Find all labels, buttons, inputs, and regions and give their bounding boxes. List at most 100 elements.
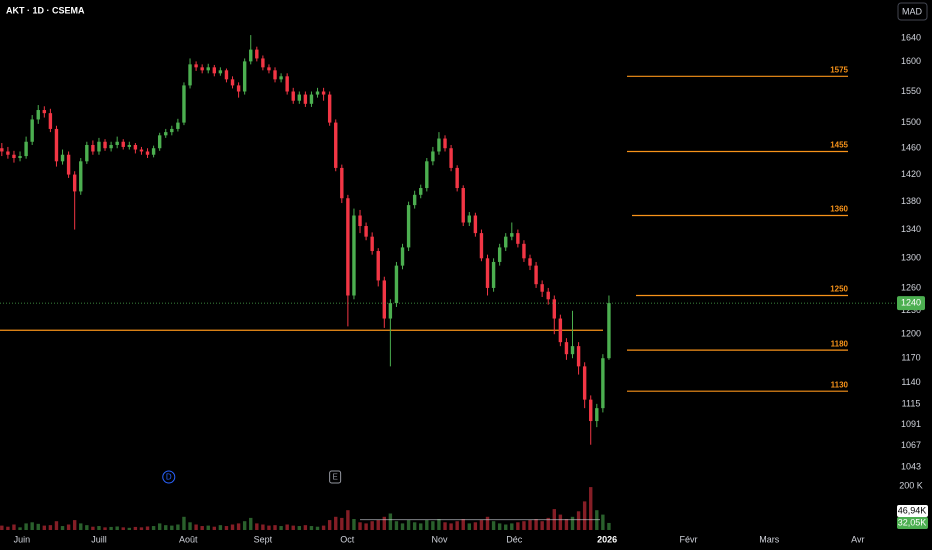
candle-body: [388, 303, 393, 319]
candle-body: [36, 110, 40, 120]
candle-body: [443, 138, 447, 149]
candle-body: [303, 94, 308, 104]
candle-body: [576, 346, 581, 367]
volume-bar: [109, 526, 113, 530]
volume-bar: [242, 521, 247, 530]
candle-body: [352, 215, 356, 296]
x-tick-label: Avr: [851, 534, 864, 544]
candle-body: [309, 94, 314, 104]
candle-body: [522, 243, 526, 259]
candle-body: [297, 94, 302, 101]
volume-bar: [273, 525, 277, 530]
candle-body: [12, 154, 16, 159]
candle-body: [6, 151, 10, 155]
candle-body: [473, 215, 478, 234]
volume-bar: [473, 522, 478, 530]
volume-bar: [388, 513, 393, 530]
volume-bar: [376, 520, 380, 530]
candle-body: [510, 233, 514, 237]
candle-body: [412, 194, 417, 206]
volume-bar: [157, 523, 162, 530]
volume-bar: [479, 520, 484, 530]
volume-bar: [303, 525, 308, 530]
y-tick-label: 1170: [901, 353, 920, 363]
candle-body: [334, 122, 338, 168]
candle-body: [479, 233, 484, 259]
candle-body: [285, 76, 289, 92]
candle-body: [564, 342, 569, 355]
x-tick-label: Févr: [679, 534, 697, 544]
currency-box: [897, 2, 928, 21]
candle-body: [194, 64, 198, 68]
candle-body: [85, 144, 89, 162]
volume-bar: [364, 523, 368, 530]
volume-bar: [170, 525, 174, 530]
x-tick-label: Mars: [759, 534, 779, 544]
candle-body: [206, 67, 210, 71]
chart-title: AKT · 1D · CSEMA: [6, 5, 85, 15]
candle-body: [200, 67, 204, 71]
volume-bar: [0, 525, 4, 530]
y-tick-label: 1600: [901, 56, 921, 66]
candle-body: [115, 141, 119, 145]
candle-body: [249, 49, 253, 62]
candle-body: [552, 299, 556, 319]
x-tick-label: Juin: [14, 534, 31, 544]
candle-body: [103, 141, 107, 149]
candle-body: [570, 346, 575, 355]
candle-body: [0, 148, 4, 152]
candle-body: [176, 122, 180, 129]
candle-body: [382, 280, 387, 319]
candle-body: [437, 138, 441, 152]
candle-body: [42, 110, 47, 114]
level-label: 1455: [830, 141, 848, 150]
volume-bar: [60, 526, 65, 530]
candle-body: [230, 79, 235, 86]
volume-bar: [127, 527, 132, 530]
candle-body: [558, 318, 563, 343]
volume-bar: [576, 511, 581, 530]
candle-body: [491, 261, 496, 288]
candle-body: [540, 284, 544, 292]
y-tick-label: 1380: [901, 196, 921, 206]
y-tick-label: 1340: [901, 224, 921, 234]
volume-bar: [607, 522, 611, 530]
candle-body: [79, 161, 83, 192]
candle-body: [394, 265, 399, 304]
event-label: E: [332, 473, 337, 482]
candle-body: [321, 91, 326, 95]
candle-body: [455, 167, 459, 189]
volume-bar: [406, 520, 411, 530]
level-label: 1250: [830, 285, 848, 294]
volume-bar: [36, 523, 40, 530]
volume-bar: [176, 524, 180, 530]
candle-body: [516, 233, 520, 244]
volume-bar: [589, 487, 593, 530]
volume-bar: [321, 525, 326, 530]
y-tick-label: 1550: [901, 86, 921, 96]
y-tick-label: 1500: [901, 117, 921, 127]
volume-tick-label: 200 K: [899, 480, 923, 490]
volume-bar: [522, 521, 526, 530]
event-marker: [329, 470, 342, 484]
volume-bar: [236, 523, 241, 530]
candle-body: [370, 236, 374, 252]
candle-body: [30, 119, 34, 142]
volume-bar: [370, 521, 374, 530]
candle-body: [607, 303, 611, 359]
candle-body: [261, 58, 265, 68]
volume-bar: [315, 526, 320, 530]
volume-bar: [358, 522, 362, 530]
candle-body: [431, 151, 435, 162]
candle-body: [145, 151, 150, 155]
volume-bar: [206, 525, 210, 530]
volume-bar: [188, 522, 192, 530]
x-tick-label: Août: [179, 534, 198, 544]
y-tick-label: 1230: [901, 305, 921, 315]
volume-bar: [601, 514, 605, 530]
y-tick-label: 1043: [901, 462, 921, 472]
candle-body: [419, 188, 423, 195]
candle-body: [497, 247, 502, 262]
y-tick-label: 1460: [901, 143, 921, 153]
volume-bar: [297, 526, 302, 530]
